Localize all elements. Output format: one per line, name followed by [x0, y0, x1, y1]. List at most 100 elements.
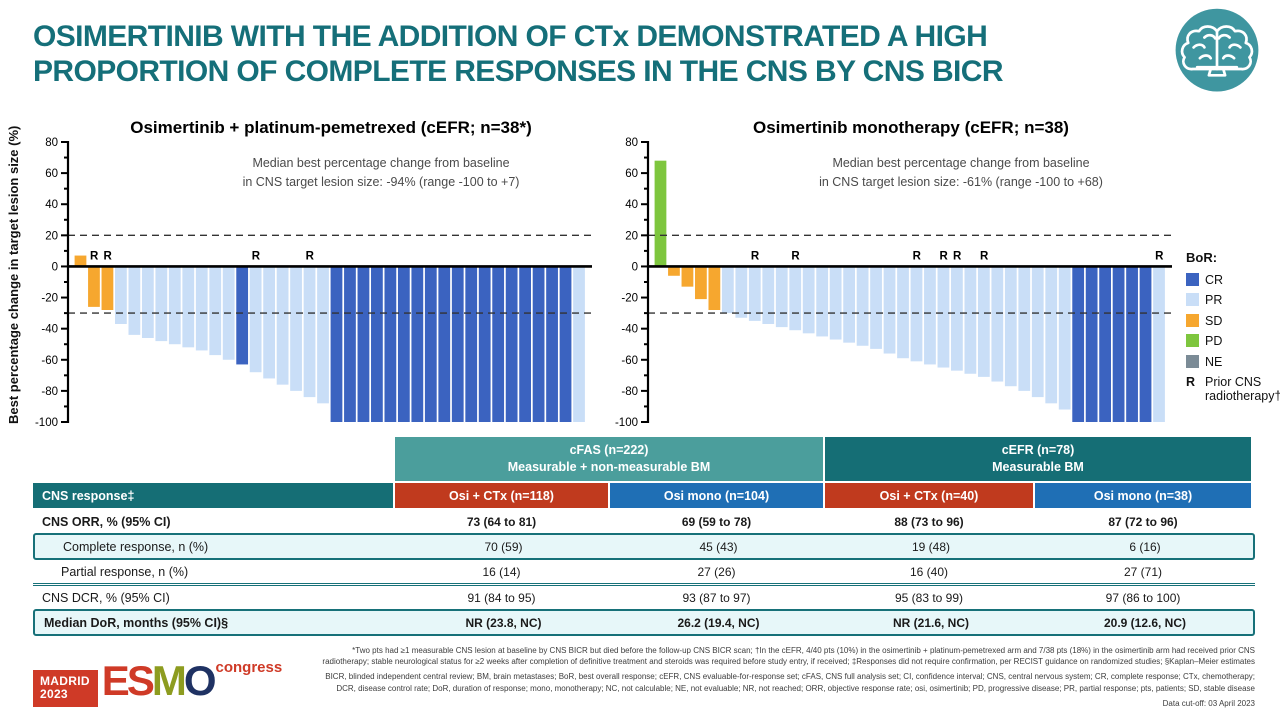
table-column-header: Osi + CTx (n=40) [825, 483, 1033, 508]
table-value-cell: 70 (59) [484, 539, 523, 554]
waterfall-bar [74, 255, 87, 267]
waterfall-bar [532, 266, 545, 422]
cns-response-table: cFAS (n=222) Measurable + non-measurable … [33, 437, 1255, 636]
waterfall-bar [762, 266, 775, 324]
esmo-congress-logo: MADRID 2023 ESMO congress [33, 658, 282, 707]
legend-label: CR [1205, 273, 1224, 287]
y-tick-label: -100 [35, 417, 58, 429]
table-value-cell: 27 (71) [1123, 564, 1163, 579]
cns-response-header: CNS response‡ [33, 483, 393, 508]
waterfall-bar [843, 266, 855, 343]
waterfall-bar [789, 266, 802, 331]
waterfall-bar [1018, 266, 1031, 391]
table-value-cell: 87 (72 to 96) [1108, 514, 1178, 529]
chart-annotation-combo: Median best percentage change from basel… [242, 156, 520, 189]
y-tick-label: 80 [625, 137, 638, 149]
table-group-header-row: cFAS (n=222) Measurable + non-measurable … [33, 437, 1255, 481]
prior-rt-marker: R [306, 250, 315, 262]
legend-item-pr: PR [1186, 293, 1278, 307]
table-group-header: cEFR (n=78) Measurable BM [825, 437, 1251, 481]
y-tick-label: -60 [41, 355, 58, 367]
y-tick-label: -80 [621, 386, 638, 398]
table-row: Median DoR, months (95% CI)§ NR (23.8, NC… [33, 609, 1255, 636]
waterfall-bar [964, 266, 977, 374]
prior-rt-marker: R [913, 250, 922, 262]
waterfall-bar [668, 266, 680, 276]
group-subtitle: Measurable + non-measurable BM [507, 460, 711, 474]
prior-rt-marker: R [751, 250, 760, 262]
waterfall-bar [681, 266, 694, 287]
table-value-cell: 27 (26) [697, 564, 736, 579]
table-row: CNS DCR, % (95% CI) 91 (84 to 95) 93 (87 t… [33, 586, 1255, 609]
waterfall-bar [695, 266, 707, 300]
chart-title-combo: Osimertinib + platinum-pemetrexed (cEFR;… [130, 118, 532, 137]
footnotes: *Two pts had ≥1 measurable CNS lesion at… [320, 645, 1255, 709]
y-tick-label: -20 [41, 293, 58, 305]
waterfall-bar [209, 266, 222, 356]
footnote-abbreviations: BICR, blinded independent central review… [325, 672, 1255, 693]
waterfall-bar [951, 266, 963, 371]
waterfall-bar [141, 266, 154, 338]
legend-item-pd: PD [1186, 334, 1278, 348]
footnote-symbols: *Two pts had ≥1 measurable CNS lesion at… [322, 646, 1255, 667]
waterfall-bar [155, 266, 168, 342]
table-row: Complete response, n (%) 70 (59) 45 (43) 19… [33, 533, 1255, 560]
legend-item-sd: SD [1186, 313, 1278, 328]
y-tick-label: 20 [45, 230, 58, 242]
waterfall-bar [168, 266, 181, 345]
waterfall-bar [546, 266, 558, 422]
y-tick-label: -20 [621, 293, 638, 305]
y-tick-label: -40 [41, 324, 58, 336]
group-title: cFAS (n=222) [569, 443, 649, 458]
table-value-cell: 16 (40) [909, 564, 949, 579]
waterfall-bar [883, 266, 896, 354]
waterfall-bar [519, 266, 531, 422]
congress-label: congress [215, 659, 283, 676]
group-title: cEFR (n=78) [1001, 443, 1075, 458]
waterfall-bar [1031, 266, 1044, 398]
waterfall-bar [856, 266, 869, 346]
waterfall-bar [465, 266, 478, 422]
sd-swatch-icon [1186, 313, 1199, 327]
prior-rt-symbol: R [1186, 374, 1196, 389]
row-label: CNS DCR, % (95% CI) [42, 590, 170, 605]
waterfall-bar [816, 266, 829, 337]
y-tick-label: 0 [52, 261, 58, 273]
table-value-cell: 19 (48) [911, 539, 951, 554]
esmo-wordmark: ESMO [101, 657, 217, 704]
waterfall-bar [182, 266, 195, 348]
waterfall-bar [357, 266, 370, 422]
y-tick-label: -60 [621, 355, 638, 367]
waterfall-bar [559, 266, 572, 422]
waterfall-bar [303, 266, 316, 398]
waterfall-bar [924, 266, 936, 365]
waterfall-bar [451, 266, 464, 422]
waterfall-bar [748, 266, 761, 321]
table-group-header: cFAS (n=222) Measurable + non-measurable … [395, 437, 823, 481]
prior-rt-marker: R [104, 250, 113, 262]
row-label: Partial response, n (%) [61, 564, 189, 579]
cr-swatch-icon [1186, 273, 1199, 286]
waterfall-bar [977, 266, 990, 377]
pd-swatch-icon [1186, 334, 1199, 348]
table-value-cell: 16 (14) [482, 564, 521, 579]
waterfall-chart-mono: Osimertinib monotherapy (cEFR; n=38) Med… [606, 118, 1191, 438]
y-tick-label: -100 [615, 417, 638, 429]
y-tick-label: 20 [625, 230, 638, 242]
table-value-cell: NR (21.6, NC) [892, 615, 969, 630]
waterfall-bar [276, 266, 289, 385]
table-value-cell: 91 (84 to 95) [467, 590, 536, 605]
legend-label: Prior CNS radiotherapy† [1205, 374, 1280, 404]
waterfall-bar [115, 266, 127, 324]
slide-title-line1: OSIMERTINIB WITH THE ADDITION OF CTx DEM… [33, 20, 988, 53]
prior-rt-marker: R [980, 250, 989, 262]
waterfall-bar [478, 266, 491, 422]
waterfall-bar [249, 266, 262, 373]
waterfall-bar [236, 266, 249, 365]
y-tick-label: 40 [625, 199, 638, 211]
waterfall-bar [573, 266, 585, 422]
waterfall-bar [330, 266, 343, 422]
waterfall-bar [654, 160, 667, 267]
table-value-cell: 97 (86 to 100) [1105, 590, 1181, 605]
